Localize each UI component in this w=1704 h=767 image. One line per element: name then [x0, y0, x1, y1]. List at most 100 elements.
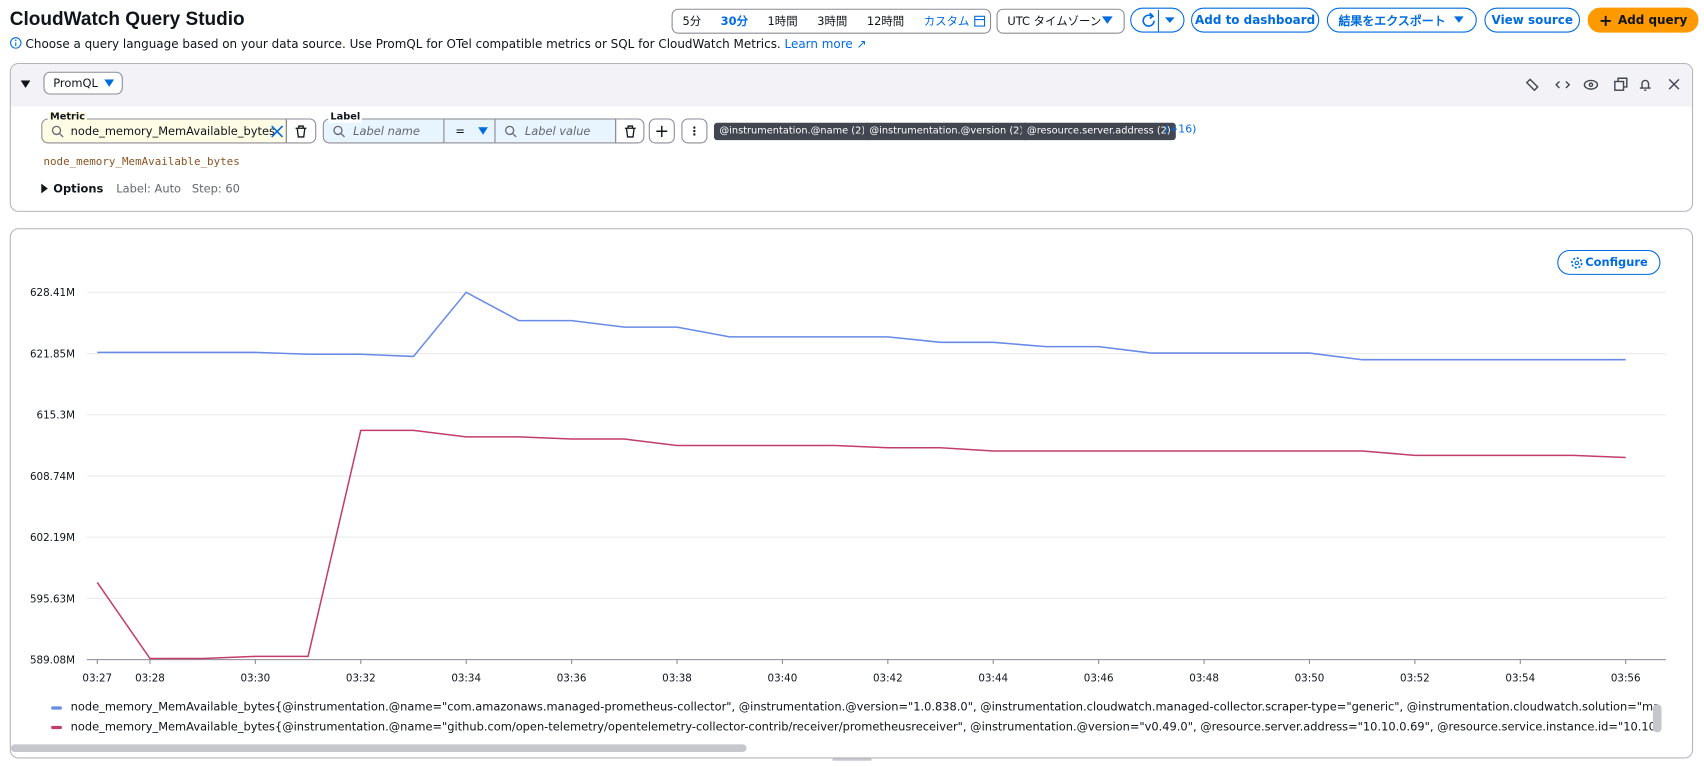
x-tick-label: 03:28	[135, 672, 165, 684]
query-text: node_memory_MemAvailable_bytes	[43, 156, 240, 169]
caret	[477, 126, 488, 135]
view-source-button[interactable]: View source	[1484, 7, 1581, 33]
y-tick-label: 615.3M	[37, 410, 75, 422]
configure-label: Configure	[1585, 255, 1648, 269]
info-icon	[9, 37, 22, 49]
export-label: 結果をエクスポート	[1338, 13, 1446, 28]
tag[interactable]: @instrumentation.@name (2)	[713, 122, 871, 141]
y-tick-label: 589.08M	[30, 654, 75, 666]
x-tick-label: 03:34	[451, 672, 481, 684]
option-step: Step: 60	[191, 182, 240, 196]
learn-more-text: Learn more	[784, 36, 853, 52]
language-select[interactable]: PromQL	[43, 71, 123, 95]
more-button[interactable]: ⋮	[681, 118, 708, 144]
time-option[interactable]: 5分	[682, 15, 702, 29]
metric-label: Metric	[47, 111, 88, 123]
add-query-label: Add query	[1617, 13, 1688, 28]
time-option[interactable]: カスタム	[923, 15, 970, 29]
series-line	[97, 291, 1626, 361]
options-row: Options Label: Auto Step: 60	[39, 183, 240, 196]
x-tick-label: 03:52	[1400, 672, 1430, 684]
label-value-field[interactable]: Label value	[494, 118, 617, 144]
timezone-select[interactable]: UTC タイムゾーン	[996, 8, 1125, 34]
label-value-placeholder: Label value	[524, 124, 591, 138]
clear-icon[interactable]	[271, 125, 284, 138]
option-label: Label: Auto	[116, 182, 182, 196]
page-title: CloudWatch Query Studio	[9, 7, 245, 30]
y-tick-label: 602.19M	[30, 532, 75, 544]
y-tick-label: 621.85M	[30, 348, 75, 360]
vertical-scrollbar[interactable]	[1652, 704, 1662, 733]
plus-icon: +	[1598, 10, 1613, 30]
series-line	[96, 429, 1626, 660]
x-tick-label: 03:48	[1189, 672, 1219, 684]
caret	[104, 78, 115, 87]
add-label-button[interactable]: +	[648, 118, 675, 144]
learn-more-link[interactable]: Learn more ↗	[784, 36, 867, 52]
collapse-caret[interactable]	[20, 80, 32, 89]
time-option[interactable]: 3時間	[817, 15, 848, 29]
x-tick-label: 03:50	[1295, 672, 1325, 684]
tag[interactable]: @instrumentation.@version (2)	[863, 122, 1029, 141]
query-header	[10, 64, 1692, 107]
calendar-icon[interactable]	[974, 15, 986, 27]
time-option[interactable]: 30分	[720, 15, 748, 29]
metric-delete[interactable]	[285, 118, 317, 144]
legend-swatch	[51, 705, 62, 710]
metric-field[interactable]: node_memory_MemAvailable_bytes	[41, 118, 287, 144]
x-tick-label: 03:32	[346, 672, 376, 684]
language-label: PromQL	[53, 76, 98, 90]
x-tick-label: 03:54	[1505, 672, 1535, 684]
info-text: Choose a query language based on your da…	[25, 36, 781, 52]
gear-icon	[1570, 256, 1583, 269]
resize-handle[interactable]	[832, 758, 872, 761]
x-tick-label: 03:40	[768, 672, 798, 684]
query-panel: PromQL node_memory_MemAvailable_bytes Me…	[9, 63, 1694, 212]
label-delete[interactable]	[615, 118, 645, 144]
x-tick-label: 03:36	[557, 672, 587, 684]
search-icon	[51, 125, 64, 137]
query-toolbar[interactable]	[1525, 76, 1684, 93]
trash-icon	[295, 124, 307, 138]
chart-panel: Configure node_memory_MemAvailable_bytes…	[9, 228, 1694, 759]
add-to-dashboard-button[interactable]: Add to dashboard	[1191, 7, 1320, 33]
operator: =	[455, 124, 465, 138]
y-tick-label: 608.74M	[30, 471, 75, 483]
info-line: Choose a query language based on your da…	[9, 36, 867, 52]
legend-item: node_memory_MemAvailable_bytes{@instrume…	[51, 720, 1658, 734]
x-tick-label: 03:56	[1611, 672, 1641, 684]
x-tick-label: 03:44	[978, 672, 1008, 684]
time-option[interactable]: 12時間	[866, 15, 905, 29]
x-tick-label: 03:27	[82, 672, 112, 684]
time-range: 5分 30分 1時間 3時間 12時間 カスタム	[671, 8, 992, 34]
add-query-button[interactable]: + Add query	[1587, 7, 1699, 33]
expand-caret[interactable]	[39, 183, 50, 195]
x-tick-label: 03:38	[662, 672, 692, 684]
caret	[1454, 15, 1465, 23]
legend-label: node_memory_MemAvailable_bytes{@instrume…	[70, 720, 1658, 734]
label-name-placeholder: Label name	[353, 124, 420, 138]
refresh-button[interactable]	[1130, 7, 1185, 33]
caret	[1101, 16, 1113, 24]
label-label: Label	[328, 111, 363, 123]
trash-icon	[624, 124, 636, 138]
refresh-icons	[1142, 9, 1175, 31]
legend-label: node_memory_MemAvailable_bytes{@instrume…	[70, 700, 1658, 714]
y-tick-label: 595.63M	[30, 593, 75, 605]
export-button[interactable]: 結果をエクスポート	[1326, 7, 1477, 33]
configure-button[interactable]: Configure	[1557, 249, 1661, 275]
more-tags[interactable]: (+16)	[1164, 123, 1197, 136]
options-toggle[interactable]: Options	[53, 182, 104, 196]
search-icon	[333, 125, 345, 137]
label-name-field[interactable]: Label name	[322, 118, 445, 144]
search-icon	[504, 125, 517, 137]
tag[interactable]: @resource.server.address (2)	[1021, 122, 1177, 141]
horizontal-scrollbar[interactable]	[10, 744, 747, 752]
operator-select[interactable]: =	[443, 118, 496, 144]
metric-value: node_memory_MemAvailable_bytes	[70, 124, 275, 138]
legend-swatch	[51, 725, 62, 729]
time-option[interactable]: 1時間	[767, 15, 798, 29]
